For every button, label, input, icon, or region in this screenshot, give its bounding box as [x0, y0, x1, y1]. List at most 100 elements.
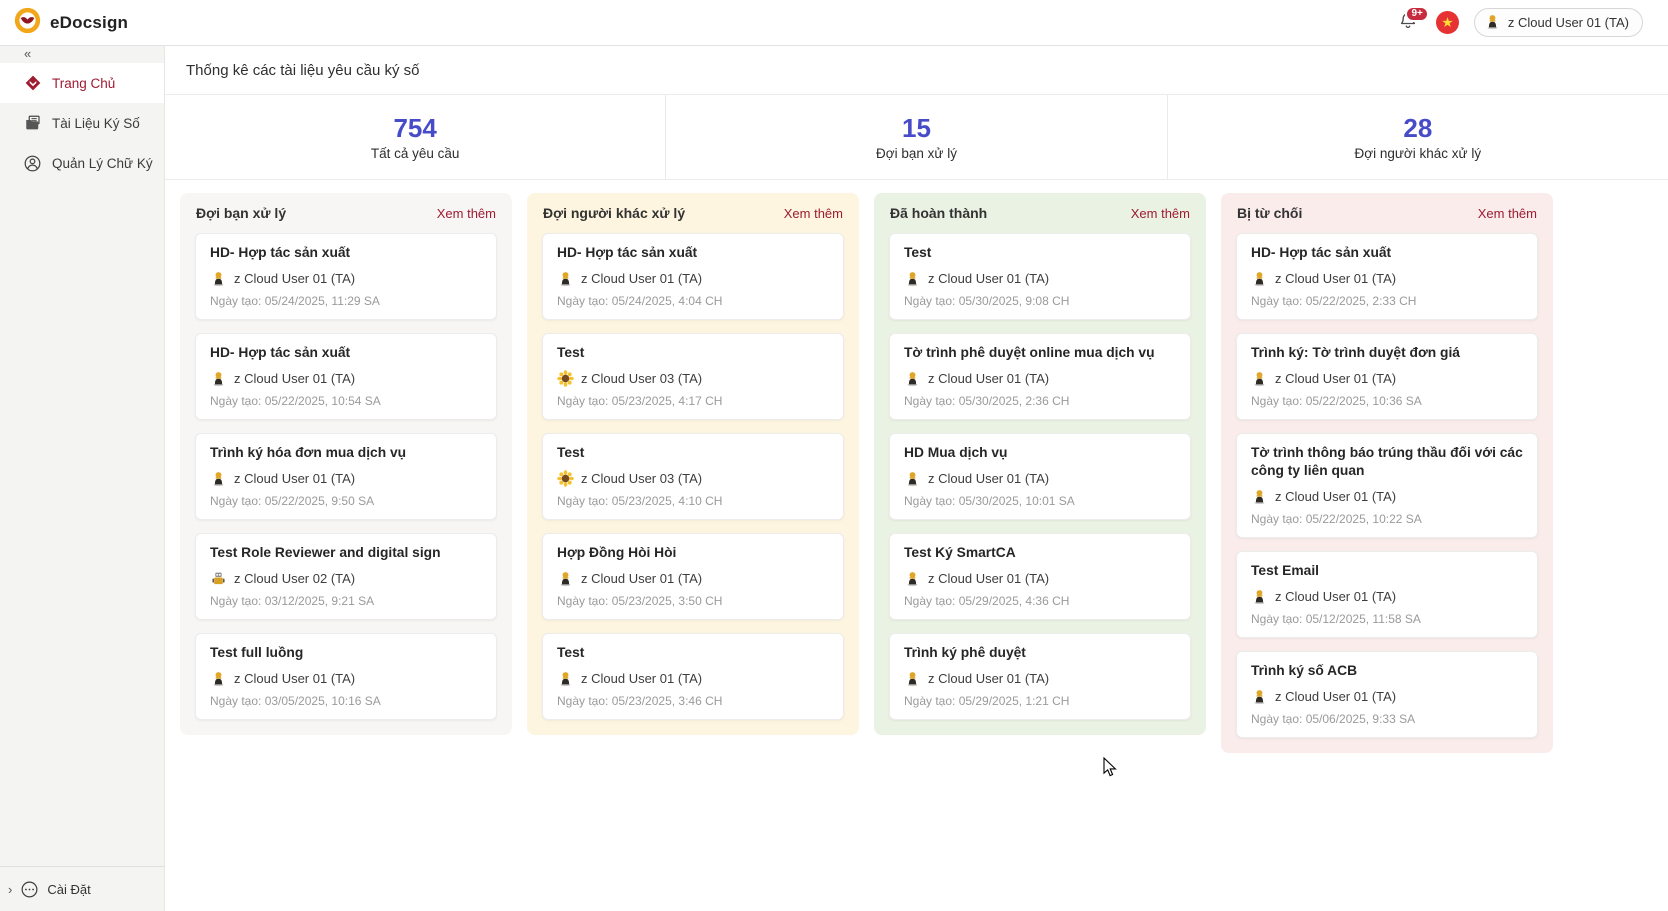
card-owner: z Cloud User 02 (TA)	[210, 569, 482, 587]
column-header: Bị từ chối Xem thêm	[1237, 205, 1537, 221]
card-owner: z Cloud User 01 (TA)	[904, 269, 1176, 287]
sidebar-item-settings[interactable]: › Cài Đặt	[0, 866, 164, 911]
chevron-right-icon: ›	[8, 881, 13, 897]
card-owner: z Cloud User 01 (TA)	[210, 669, 482, 687]
stat-label: Tất cả yêu cầu	[370, 146, 460, 161]
top-bar: eDocsign 9+ z Cloud User 01 (TA)	[0, 0, 1668, 46]
created-date: Ngày tạo: 05/30/2025, 2:36 CH	[904, 394, 1070, 408]
document-card[interactable]: Test z Cloud User 01 (TA) Ngày tạo: 05/23/…	[542, 633, 844, 720]
created-date: Ngày tạo: 05/29/2025, 1:21 CH	[904, 694, 1070, 708]
stat-value: 754	[393, 113, 437, 143]
document-card[interactable]: Tờ trình phê duyệt online mua dịch vụ z C…	[889, 333, 1191, 420]
card-owner: z Cloud User 01 (TA)	[904, 369, 1176, 387]
card-list: HD- Hợp tác sản xuất z Cloud User 01 (TA)…	[542, 233, 844, 720]
collapse-sidebar-button[interactable]: «	[0, 46, 164, 63]
created-date: Ngày tạo: 05/12/2025, 11:58 SA	[1251, 612, 1421, 626]
chevron-double-left-icon: «	[24, 46, 32, 61]
sidebar-item-1[interactable]: Tài Liệu Ký Số	[0, 103, 164, 143]
stat-card-2: 28 Đợi người khác xử lý	[1166, 95, 1668, 179]
avatar-user03-icon	[557, 469, 574, 487]
card-title: Trình ký hóa đơn mua dịch vụ	[210, 445, 407, 460]
card-title: Test Ký SmartCA	[904, 545, 1016, 560]
column-title: Đợi người khác xử lý	[543, 205, 686, 221]
column-title: Đã hoàn thành	[890, 205, 988, 221]
document-card[interactable]: Trình ký phê duyệt z Cloud User 01 (TA) Ng…	[889, 633, 1191, 720]
owner-name: z Cloud User 01 (TA)	[1275, 270, 1397, 286]
document-card[interactable]: HD Mua dịch vụ z Cloud User 01 (TA) Ngày t…	[889, 433, 1191, 520]
avatar-user01-icon	[1251, 488, 1268, 505]
created-date: Ngày tạo: 05/30/2025, 9:08 CH	[904, 294, 1070, 308]
document-card[interactable]: Trình ký: Tờ trình duyệt đơn giá z Cloud …	[1236, 333, 1538, 420]
stat-label: Đợi người khác xử lý	[1354, 146, 1482, 161]
card-title: Test full luồng	[210, 645, 304, 660]
kanban-column-2: Đã hoàn thành Xem thêm Test z Cloud User 01…	[874, 193, 1206, 735]
document-card[interactable]: HD- Hợp tác sản xuất z Cloud User 01 (TA)…	[195, 233, 497, 320]
column-title: Đợi bạn xử lý	[196, 205, 287, 221]
avatar-user01-icon	[210, 670, 227, 687]
document-card[interactable]: HD- Hợp tác sản xuất z Cloud User 01 (TA)…	[195, 333, 497, 420]
document-card[interactable]: Test Email z Cloud User 01 (TA) Ngày tạo: …	[1236, 551, 1538, 638]
see-more-link[interactable]: Xem thêm	[436, 205, 496, 221]
document-card[interactable]: Test Role Reviewer and digital sign z Clo…	[195, 533, 497, 620]
owner-name: z Cloud User 03 (TA)	[581, 470, 703, 486]
created-date: Ngày tạo: 05/06/2025, 9:33 SA	[1251, 712, 1416, 726]
document-icon	[23, 114, 42, 133]
avatar-user01-icon	[904, 670, 921, 687]
app-title: eDocsign	[50, 12, 129, 32]
sidebar-item-label: Trang Chủ	[52, 75, 116, 91]
card-title: Test	[557, 645, 585, 660]
document-card[interactable]: HD- Hợp tác sản xuất z Cloud User 01 (TA)…	[542, 233, 844, 320]
main-content: Thống kê các tài liệu yêu cầu ký số 754 T…	[165, 46, 1668, 911]
card-owner: z Cloud User 01 (TA)	[904, 569, 1176, 587]
document-card[interactable]: Test z Cloud User 03 (TA) Ngày tạo: 05/23/…	[542, 433, 844, 520]
document-card[interactable]: Hợp Đồng Hòi Hòi z Cloud User 01 (TA) Ngày…	[542, 533, 844, 620]
stat-value: 28	[1403, 113, 1433, 143]
document-card[interactable]: Tờ trình thông báo trúng thầu đối với cá…	[1236, 433, 1538, 538]
stat-card-1: 15 Đợi bạn xử lý	[665, 95, 1166, 179]
user-account-button[interactable]: z Cloud User 01 (TA)	[1473, 8, 1643, 37]
owner-name: z Cloud User 01 (TA)	[234, 670, 356, 686]
card-owner: z Cloud User 01 (TA)	[210, 369, 482, 387]
document-card[interactable]: Test Ký SmartCA z Cloud User 01 (TA) Ngày …	[889, 533, 1191, 620]
document-card[interactable]: Test z Cloud User 01 (TA) Ngày tạo: 05/30/…	[889, 233, 1191, 320]
see-more-link[interactable]: Xem thêm	[1130, 205, 1190, 221]
owner-name: z Cloud User 01 (TA)	[581, 570, 703, 586]
avatar-user01-icon	[1251, 370, 1268, 387]
owner-name: z Cloud User 01 (TA)	[234, 370, 356, 386]
notifications-button[interactable]: 9+	[1395, 5, 1429, 36]
home-icon	[23, 74, 42, 93]
avatar-user01-icon	[1251, 270, 1268, 287]
card-owner: z Cloud User 01 (TA)	[1251, 369, 1523, 387]
stat-card-0: 754 Tất cả yêu cầu	[165, 95, 665, 179]
created-date: Ngày tạo: 05/29/2025, 4:36 CH	[904, 594, 1070, 608]
avatar-user01-icon	[557, 670, 574, 687]
language-flag-vietnam-icon[interactable]	[1435, 11, 1459, 34]
owner-name: z Cloud User 01 (TA)	[928, 270, 1050, 286]
column-header: Đã hoàn thành Xem thêm	[890, 205, 1190, 221]
kanban-column-3: Bị từ chối Xem thêm HD- Hợp tác sản xuất z …	[1221, 193, 1553, 753]
owner-name: z Cloud User 01 (TA)	[928, 470, 1050, 486]
avatar-user01-icon	[904, 370, 921, 387]
card-title: Test	[557, 345, 585, 360]
document-card[interactable]: HD- Hợp tác sản xuất z Cloud User 01 (TA)…	[1236, 233, 1538, 320]
sidebar-item-0[interactable]: Trang Chủ	[0, 63, 164, 103]
see-more-link[interactable]: Xem thêm	[1477, 205, 1537, 221]
avatar-user01-icon	[904, 470, 921, 487]
sidebar-item-2[interactable]: Quản Lý Chữ Ký	[0, 143, 164, 183]
see-more-link[interactable]: Xem thêm	[783, 205, 843, 221]
settings-label: Cài Đặt	[47, 881, 91, 897]
user-name-label: z Cloud User 01 (TA)	[1507, 15, 1629, 30]
created-date: Ngày tạo: 05/22/2025, 2:33 CH	[1251, 294, 1417, 308]
created-date: Ngày tạo: 05/22/2025, 10:54 SA	[210, 394, 381, 408]
kanban-column-0: Đợi bạn xử lý Xem thêm HD- Hợp tác sản xuấ…	[180, 193, 512, 735]
owner-name: z Cloud User 01 (TA)	[928, 670, 1050, 686]
avatar-user01-icon	[557, 270, 574, 287]
card-owner: z Cloud User 03 (TA)	[557, 469, 829, 487]
card-owner: z Cloud User 01 (TA)	[210, 269, 482, 287]
document-card[interactable]: Test full luồng z Cloud User 01 (TA) Ngày …	[195, 633, 497, 720]
document-card[interactable]: Trình ký hóa đơn mua dịch vụ z Cloud User…	[195, 433, 497, 520]
document-card[interactable]: Test z Cloud User 03 (TA) Ngày tạo: 05/23/…	[542, 333, 844, 420]
card-title: HD- Hợp tác sản xuất	[210, 345, 351, 360]
ellipsis-icon	[20, 880, 39, 899]
document-card[interactable]: Trình ký số ACB z Cloud User 01 (TA) Ngày …	[1236, 651, 1538, 738]
